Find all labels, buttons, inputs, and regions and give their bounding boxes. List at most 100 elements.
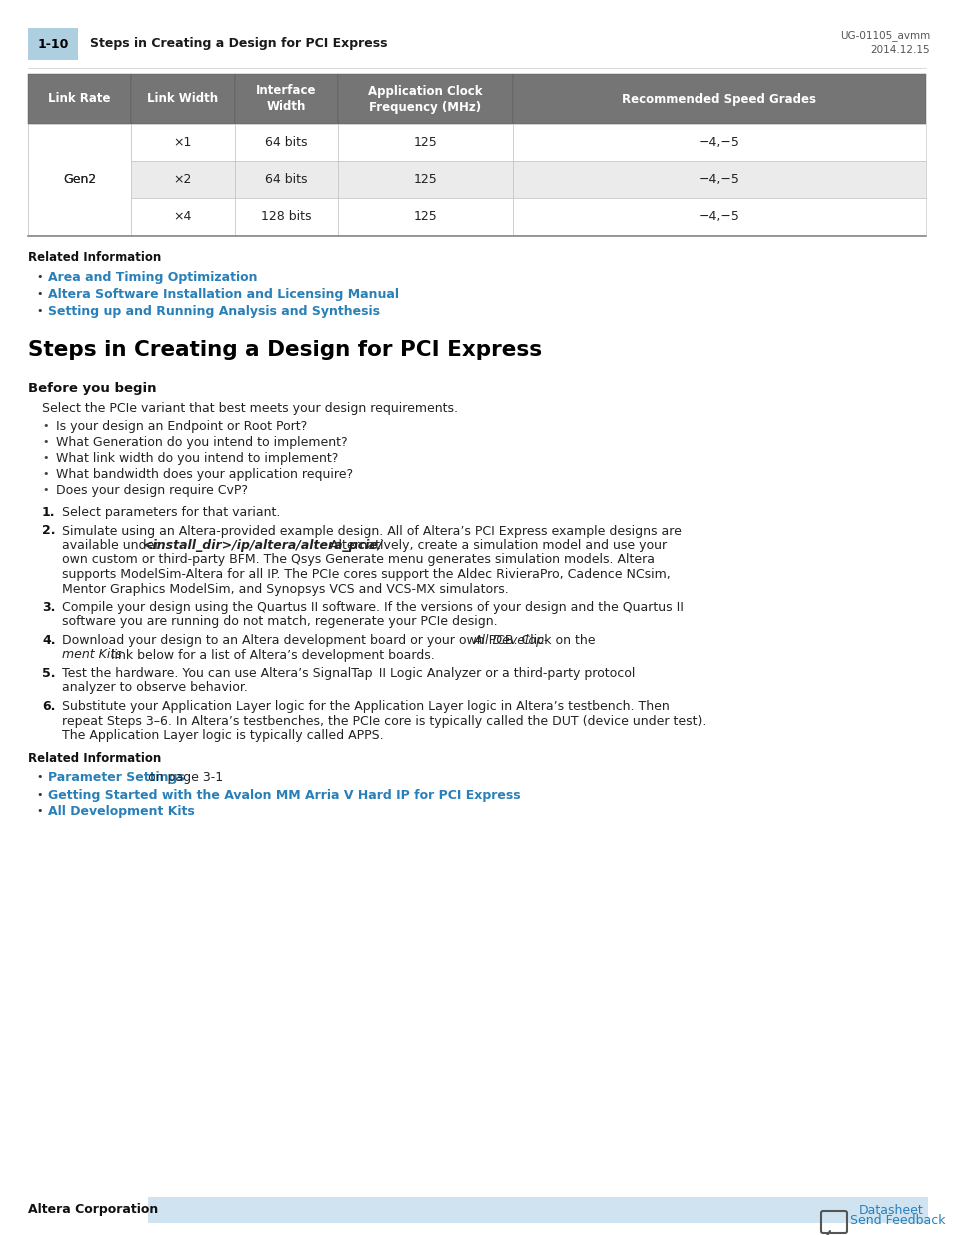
Text: ment Kits: ment Kits bbox=[62, 648, 122, 662]
Text: ×1: ×1 bbox=[173, 136, 192, 149]
Text: 125: 125 bbox=[413, 136, 436, 149]
Text: Select parameters for that variant.: Select parameters for that variant. bbox=[62, 506, 280, 519]
Text: Steps in Creating a Design for PCI Express: Steps in Creating a Design for PCI Expre… bbox=[90, 37, 387, 51]
FancyBboxPatch shape bbox=[132, 124, 234, 161]
Text: •: • bbox=[36, 272, 43, 282]
Text: What link width do you intend to implement?: What link width do you intend to impleme… bbox=[56, 452, 338, 466]
FancyBboxPatch shape bbox=[337, 198, 513, 235]
Text: Gen2: Gen2 bbox=[63, 173, 96, 186]
Text: supports ModelSim-Altera for all IP. The PCIe cores support the Aldec RivieraPro: supports ModelSim-Altera for all IP. The… bbox=[62, 568, 670, 580]
Text: Interface
Width: Interface Width bbox=[255, 84, 316, 114]
Text: −4,−5: −4,−5 bbox=[699, 210, 740, 224]
Text: 3.: 3. bbox=[42, 601, 55, 614]
Text: 125: 125 bbox=[413, 210, 436, 224]
FancyBboxPatch shape bbox=[132, 74, 234, 124]
FancyBboxPatch shape bbox=[132, 161, 234, 198]
Text: software you are running do not match, regenerate your PCIe design.: software you are running do not match, r… bbox=[62, 615, 497, 629]
Text: 128 bits: 128 bits bbox=[261, 210, 311, 224]
Text: <install_dir>/ip/altera/altera_pcie/: <install_dir>/ip/altera/altera_pcie/ bbox=[142, 538, 382, 552]
Text: UG-01105_avmm: UG-01105_avmm bbox=[839, 31, 929, 42]
FancyBboxPatch shape bbox=[337, 124, 513, 161]
Text: •: • bbox=[36, 773, 43, 783]
Text: on page 3-1: on page 3-1 bbox=[144, 772, 223, 784]
Text: Simulate using an Altera-provided example design. All of Altera’s PCI Express ex: Simulate using an Altera-provided exampl… bbox=[62, 525, 681, 537]
Text: What bandwidth does your application require?: What bandwidth does your application req… bbox=[56, 468, 353, 480]
Text: ×2: ×2 bbox=[173, 173, 192, 186]
Text: 6.: 6. bbox=[42, 700, 55, 713]
Text: Does your design require CvP?: Does your design require CvP? bbox=[56, 484, 248, 496]
Text: Application Clock
Frequency (MHz): Application Clock Frequency (MHz) bbox=[368, 84, 482, 114]
FancyBboxPatch shape bbox=[234, 198, 337, 235]
Text: own custom or third-party BFM. The Qsys Generate menu generates simulation model: own custom or third-party BFM. The Qsys … bbox=[62, 553, 655, 567]
Text: Test the hardware. You can use Altera’s SignalTap II Logic Analyzer or a third-p: Test the hardware. You can use Altera’s … bbox=[62, 667, 635, 680]
FancyBboxPatch shape bbox=[513, 198, 925, 235]
Text: Link Width: Link Width bbox=[147, 93, 218, 105]
Text: Altera Corporation: Altera Corporation bbox=[28, 1203, 158, 1216]
Text: Datasheet: Datasheet bbox=[859, 1203, 923, 1216]
FancyBboxPatch shape bbox=[28, 28, 78, 61]
Text: •: • bbox=[42, 421, 49, 431]
Text: What Generation do you intend to implement?: What Generation do you intend to impleme… bbox=[56, 436, 347, 450]
Text: Parameter Settings: Parameter Settings bbox=[48, 772, 185, 784]
FancyBboxPatch shape bbox=[28, 124, 132, 161]
FancyBboxPatch shape bbox=[28, 124, 132, 235]
Text: •: • bbox=[36, 306, 43, 316]
Text: •: • bbox=[36, 806, 43, 816]
Text: 4.: 4. bbox=[42, 634, 55, 647]
Text: All Development Kits: All Development Kits bbox=[48, 805, 194, 819]
Text: Mentor Graphics ModelSim, and Synopsys VCS and VCS-MX simulators.: Mentor Graphics ModelSim, and Synopsys V… bbox=[62, 583, 508, 595]
Text: 2014.12.15: 2014.12.15 bbox=[869, 44, 929, 56]
Text: . Alternatively, create a simulation model and use your: . Alternatively, create a simulation mod… bbox=[322, 538, 667, 552]
Text: Gen2: Gen2 bbox=[63, 173, 96, 186]
FancyBboxPatch shape bbox=[513, 74, 925, 124]
Text: All Develop-: All Develop- bbox=[473, 634, 549, 647]
Text: link below for a list of Altera’s development boards.: link below for a list of Altera’s develo… bbox=[107, 648, 435, 662]
FancyBboxPatch shape bbox=[28, 198, 132, 235]
Text: 64 bits: 64 bits bbox=[265, 173, 307, 186]
Text: −4,−5: −4,−5 bbox=[699, 136, 740, 149]
Text: 1-10: 1-10 bbox=[37, 37, 69, 51]
Text: Link Rate: Link Rate bbox=[49, 93, 111, 105]
Text: •: • bbox=[42, 485, 49, 495]
Text: •: • bbox=[36, 789, 43, 799]
Text: Steps in Creating a Design for PCI Express: Steps in Creating a Design for PCI Expre… bbox=[28, 340, 541, 359]
FancyBboxPatch shape bbox=[513, 124, 925, 161]
Text: −4,−5: −4,−5 bbox=[699, 173, 740, 186]
Text: Compile your design using the Quartus II software. If the versions of your desig: Compile your design using the Quartus II… bbox=[62, 601, 683, 614]
Text: available under: available under bbox=[62, 538, 163, 552]
Text: Related Information: Related Information bbox=[28, 752, 161, 764]
Text: Select the PCIe variant that best meets your design requirements.: Select the PCIe variant that best meets … bbox=[42, 403, 457, 415]
Text: 64 bits: 64 bits bbox=[265, 136, 307, 149]
FancyBboxPatch shape bbox=[28, 74, 132, 124]
Text: 125: 125 bbox=[413, 173, 436, 186]
Text: 1.: 1. bbox=[42, 506, 55, 519]
Text: •: • bbox=[42, 453, 49, 463]
FancyBboxPatch shape bbox=[234, 74, 337, 124]
Text: ×4: ×4 bbox=[173, 210, 192, 224]
Text: •: • bbox=[36, 289, 43, 299]
FancyBboxPatch shape bbox=[132, 198, 234, 235]
Text: repeat Steps 3–6. In Altera’s testbenches, the PCIe core is typically called the: repeat Steps 3–6. In Altera’s testbenche… bbox=[62, 715, 705, 727]
Text: Recommended Speed Grades: Recommended Speed Grades bbox=[621, 93, 816, 105]
Text: Send Feedback: Send Feedback bbox=[849, 1214, 944, 1228]
Text: •: • bbox=[42, 437, 49, 447]
Text: Download your design to an Altera development board or your own PCB. Click on th: Download your design to an Altera develo… bbox=[62, 634, 598, 647]
Text: Substitute your Application Layer logic for the Application Layer logic in Alter: Substitute your Application Layer logic … bbox=[62, 700, 669, 713]
Text: analyzer to observe behavior.: analyzer to observe behavior. bbox=[62, 682, 248, 694]
FancyBboxPatch shape bbox=[513, 161, 925, 198]
FancyBboxPatch shape bbox=[234, 124, 337, 161]
Text: 5.: 5. bbox=[42, 667, 55, 680]
FancyBboxPatch shape bbox=[234, 161, 337, 198]
Text: •: • bbox=[42, 469, 49, 479]
Text: Is your design an Endpoint or Root Port?: Is your design an Endpoint or Root Port? bbox=[56, 420, 307, 433]
FancyBboxPatch shape bbox=[148, 1197, 927, 1223]
Text: Area and Timing Optimization: Area and Timing Optimization bbox=[48, 270, 257, 284]
Text: Before you begin: Before you begin bbox=[28, 382, 156, 395]
Text: Setting up and Running Analysis and Synthesis: Setting up and Running Analysis and Synt… bbox=[48, 305, 379, 317]
Text: Getting Started with the Avalon MM Arria V Hard IP for PCI Express: Getting Started with the Avalon MM Arria… bbox=[48, 788, 520, 802]
Text: The Application Layer logic is typically called APPS.: The Application Layer logic is typically… bbox=[62, 729, 383, 742]
FancyBboxPatch shape bbox=[337, 74, 513, 124]
Text: Altera Software Installation and Licensing Manual: Altera Software Installation and Licensi… bbox=[48, 288, 398, 301]
FancyBboxPatch shape bbox=[28, 161, 132, 198]
FancyBboxPatch shape bbox=[337, 161, 513, 198]
